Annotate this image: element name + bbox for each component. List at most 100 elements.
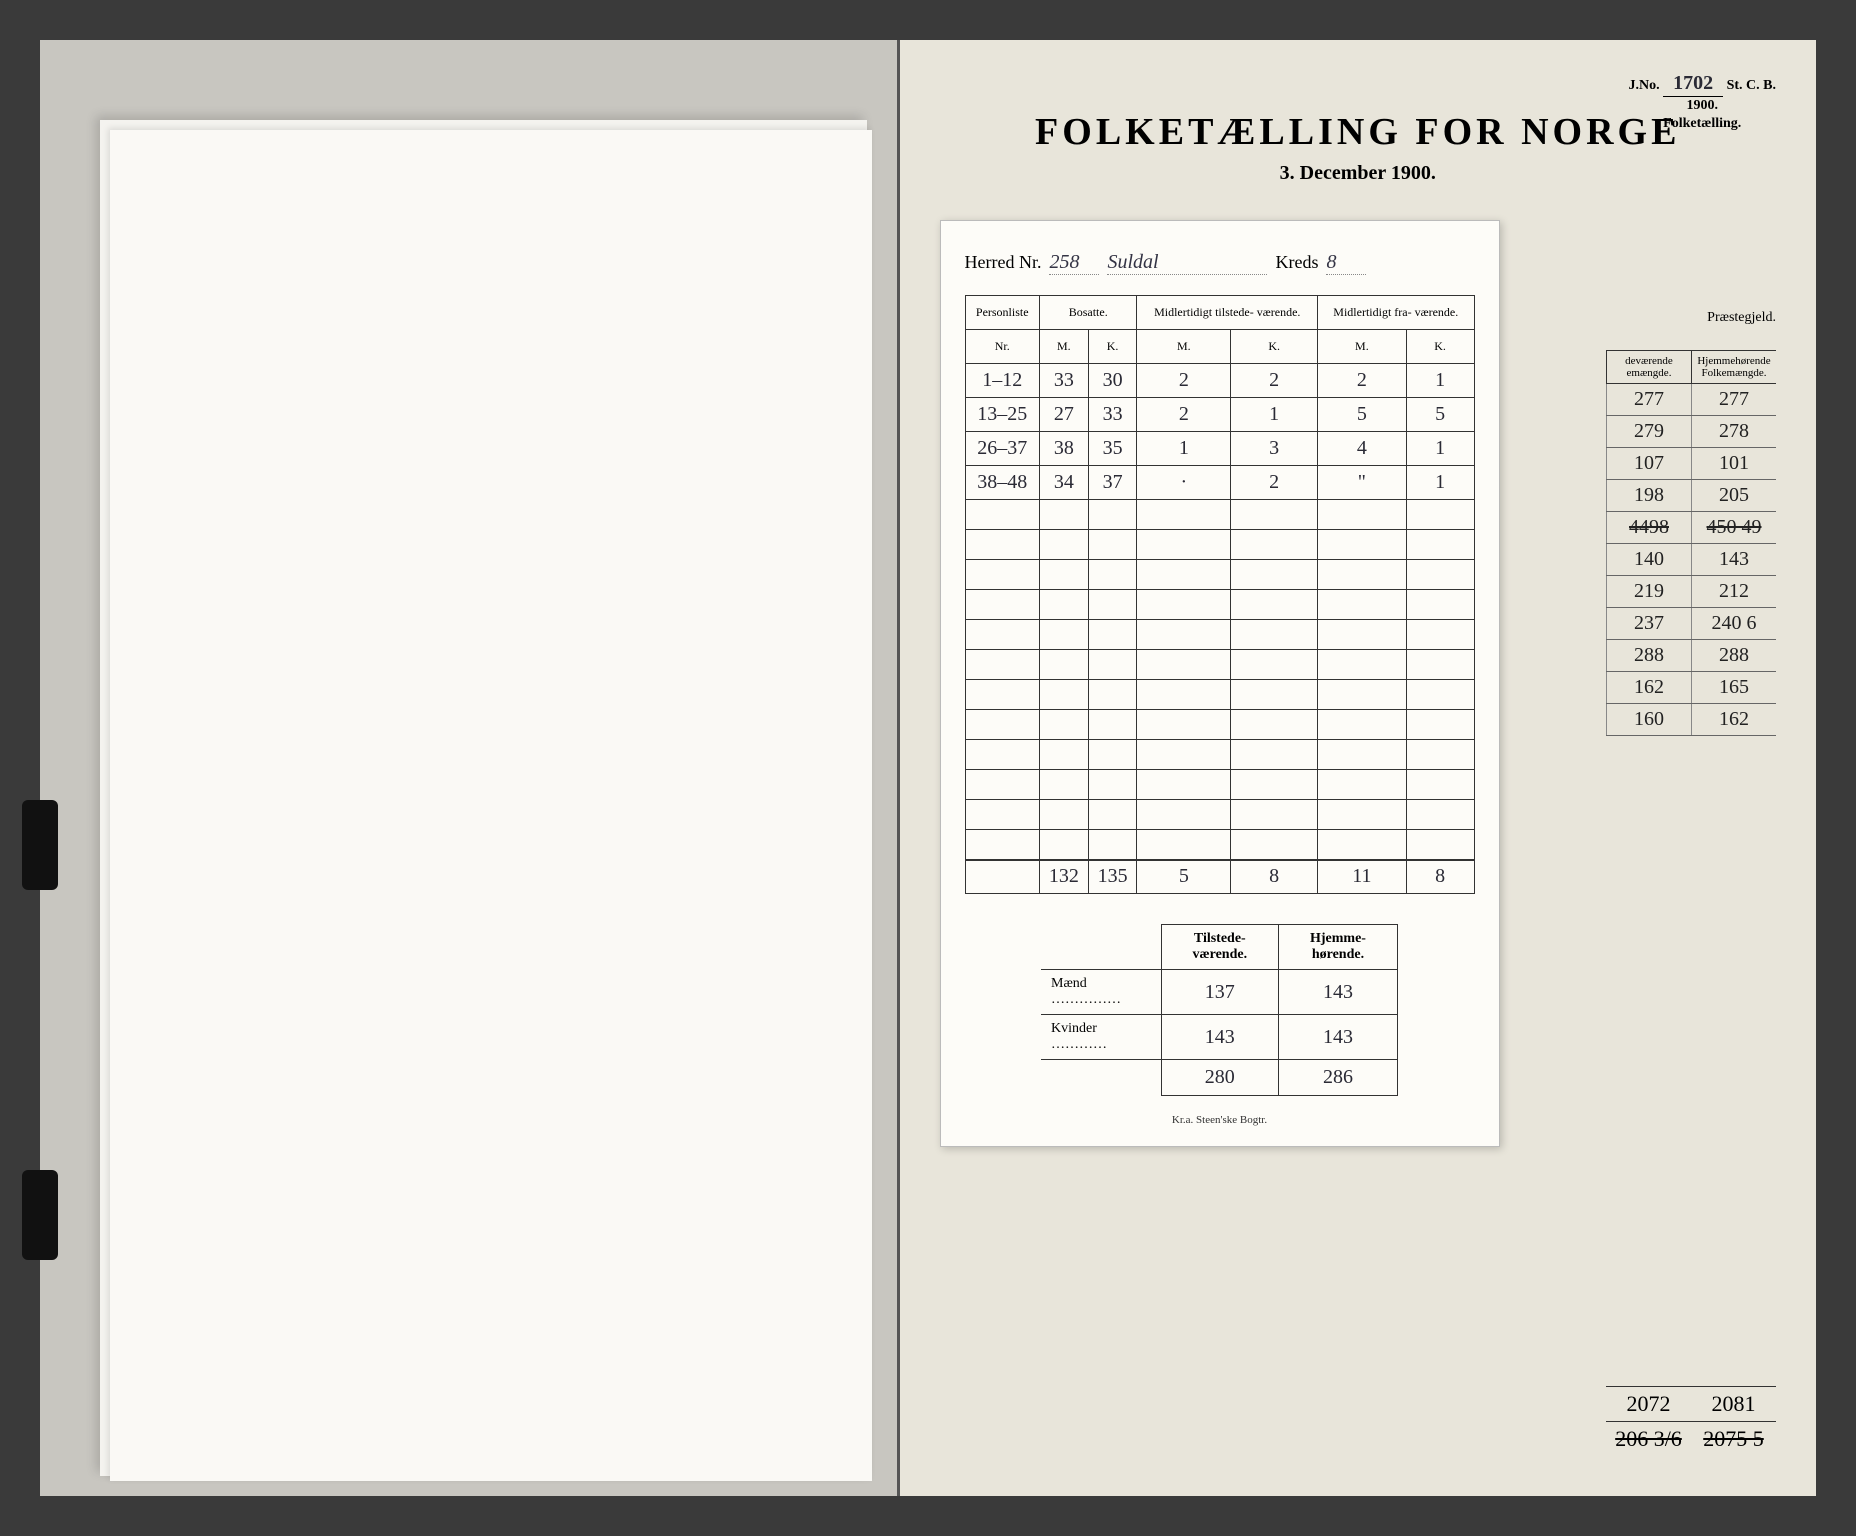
stamp-year: 1900. — [1628, 97, 1776, 115]
bottom-total-row: 206 3/62075 5 — [1606, 1421, 1776, 1456]
side-h2: Hjemmehørende Folkemængde. — [1691, 351, 1776, 383]
side-row: 160162 — [1606, 704, 1776, 736]
binder-clip — [22, 1170, 58, 1260]
side-column: Præstegjeld. deværende emængde. Hjemmehø… — [1606, 350, 1776, 736]
binder-clip — [22, 800, 58, 890]
side-a: 279 — [1606, 416, 1691, 447]
maend-t: 137 — [1161, 970, 1278, 1015]
side-row: 237240 6 — [1606, 608, 1776, 640]
side-h1: deværende emængde. — [1606, 351, 1691, 383]
th-k: K. — [1406, 330, 1474, 364]
th-nr: Nr. — [965, 330, 1039, 364]
cell-bm: 38 — [1039, 432, 1088, 466]
total-tk: 8 — [1231, 860, 1318, 894]
side-a: 162 — [1606, 672, 1691, 703]
th-k: K. — [1231, 330, 1318, 364]
side-row: 4498450 49 — [1606, 512, 1776, 544]
cell-tm: · — [1137, 466, 1231, 500]
registration-stamp: J.No. 1702 St. C. B. 1900. Folketælling. — [1628, 70, 1776, 133]
side-row: 198205 — [1606, 480, 1776, 512]
kreds-value: 8 — [1326, 251, 1366, 275]
table-row: 38–483437·2"1 — [965, 466, 1474, 500]
cell-fm: 5 — [1318, 398, 1407, 432]
cell-bk: 30 — [1088, 364, 1137, 398]
kvinder-t: 143 — [1161, 1015, 1278, 1060]
cell-nr: 1–12 — [965, 364, 1039, 398]
sum-h2: Hjemme- hørende. — [1278, 925, 1397, 970]
total-blank — [965, 860, 1039, 894]
table-row-blank — [965, 680, 1474, 710]
cell-bm: 34 — [1039, 466, 1088, 500]
th-m: M. — [1318, 330, 1407, 364]
cell-bk: 35 — [1088, 432, 1137, 466]
overlay-form: Herred Nr. 258 Suldal Kreds 8 Personlist… — [940, 220, 1500, 1147]
total-bm: 132 — [1039, 860, 1088, 894]
kvinder-h: 143 — [1278, 1015, 1397, 1060]
side-a: 277 — [1606, 384, 1691, 415]
side-b: 288 — [1691, 640, 1776, 671]
table-row-blank — [965, 500, 1474, 530]
main-table: Personliste Bosatte. Midlertidigt tilste… — [965, 295, 1475, 894]
total-bk: 135 — [1088, 860, 1137, 894]
side-b: 212 — [1691, 576, 1776, 607]
side-a: 107 — [1606, 448, 1691, 479]
cell-tk: 2 — [1231, 466, 1318, 500]
cell-tm: 2 — [1137, 364, 1231, 398]
table-row-blank — [965, 710, 1474, 740]
bottom-totals: 20722081206 3/62075 5 — [1606, 1386, 1776, 1456]
herred-label: Herred Nr. — [965, 252, 1042, 273]
cell-fm: 4 — [1318, 432, 1407, 466]
th-personliste: Personliste — [965, 296, 1039, 330]
cell-nr: 13–25 — [965, 398, 1039, 432]
side-row: 219212 — [1606, 576, 1776, 608]
total-fk: 8 — [1406, 860, 1474, 894]
side-row: 162165 — [1606, 672, 1776, 704]
side-a: 198 — [1606, 480, 1691, 511]
table-totals: 13213558118 — [965, 860, 1474, 894]
bt-a: 206 3/6 — [1606, 1422, 1691, 1456]
side-row: 279278 — [1606, 416, 1776, 448]
bt-b: 2075 5 — [1691, 1422, 1776, 1456]
th-m: M. — [1137, 330, 1231, 364]
cell-bk: 33 — [1088, 398, 1137, 432]
page-date: 3. December 1900. — [930, 162, 1787, 185]
printer-footer: Kr.a. Steen'ske Bogtr. — [965, 1114, 1475, 1126]
th-bosatte: Bosatte. — [1039, 296, 1137, 330]
side-header: deværende emængde. Hjemmehørende Folkemæ… — [1606, 350, 1776, 384]
side-b: 278 — [1691, 416, 1776, 447]
side-b: 162 — [1691, 704, 1776, 735]
table-row-blank — [965, 800, 1474, 830]
table-row-blank — [965, 620, 1474, 650]
cell-tk: 1 — [1231, 398, 1318, 432]
cell-nr: 26–37 — [965, 432, 1039, 466]
total-fm: 11 — [1318, 860, 1407, 894]
cell-fm: " — [1318, 466, 1407, 500]
th-tilstede: Midlertidigt tilstede- værende. — [1137, 296, 1318, 330]
side-row: 288288 — [1606, 640, 1776, 672]
table-row: 26–3738351341 — [965, 432, 1474, 466]
table-row: 13–2527332155 — [965, 398, 1474, 432]
cell-fk: 5 — [1406, 398, 1474, 432]
maend-h: 143 — [1278, 970, 1397, 1015]
side-b: 205 — [1691, 480, 1776, 511]
sum-total-t: 280 — [1161, 1060, 1278, 1096]
table-row-blank — [965, 530, 1474, 560]
table-row: 1–1233302221 — [965, 364, 1474, 398]
cell-nr: 38–48 — [965, 466, 1039, 500]
cell-bk: 37 — [1088, 466, 1137, 500]
left-page — [40, 40, 900, 1496]
side-a: 237 — [1606, 608, 1691, 639]
side-a: 288 — [1606, 640, 1691, 671]
side-b: 165 — [1691, 672, 1776, 703]
kreds-label: Kreds — [1275, 252, 1318, 273]
table-row-blank — [965, 830, 1474, 860]
right-page: J.No. 1702 St. C. B. 1900. Folketælling.… — [900, 40, 1817, 1496]
total-tm: 5 — [1137, 860, 1231, 894]
cell-tk: 3 — [1231, 432, 1318, 466]
herred-line: Herred Nr. 258 Suldal Kreds 8 — [965, 251, 1475, 275]
cell-tm: 1 — [1137, 432, 1231, 466]
bt-a: 2072 — [1606, 1387, 1691, 1421]
jno-value: 1702 — [1663, 70, 1723, 97]
maend-label: Mænd …………… — [1041, 970, 1161, 1015]
cell-fk: 1 — [1406, 466, 1474, 500]
